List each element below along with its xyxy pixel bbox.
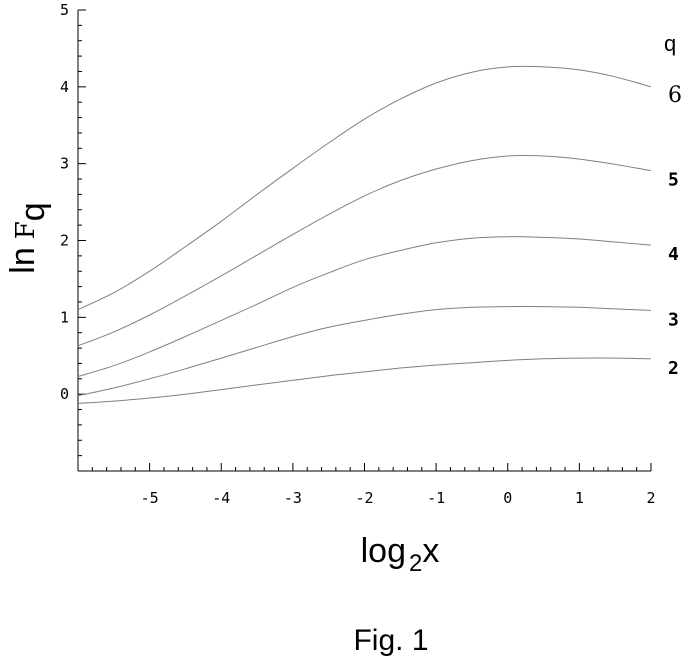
series-line-q2 (77, 357, 652, 404)
x-tick-label: -2 (355, 489, 373, 507)
y-axis-title-ln: ln (4, 247, 42, 273)
y-axis-title: ln Fq (4, 202, 52, 273)
series-label-q5: 5 (668, 170, 679, 191)
x-tick-label: 0 (503, 489, 512, 507)
y-axis-title-F: F (11, 221, 41, 239)
series-line-q5 (77, 155, 652, 347)
y-tick-label: 2 (60, 232, 69, 250)
y-axis-title-sub: q (14, 202, 52, 221)
series-line-q4 (77, 236, 652, 377)
x-axis-title-log: log (361, 532, 406, 570)
x-tick-label: 1 (575, 489, 584, 507)
tick-labels: -5 -4 -3 -2 -1 0 1 2 0 1 2 3 4 5 (60, 1, 656, 507)
series-label-q4: 4 (668, 244, 679, 265)
figure-caption: Fig. 1 (353, 624, 428, 656)
y-tick-label: 4 (60, 78, 69, 96)
y-tick-label: 5 (60, 1, 69, 19)
series-label-q6: 6 (668, 83, 682, 108)
x-axis-title: log 2x (361, 532, 440, 577)
x-tick-label: 2 (646, 489, 655, 507)
axes (77, 9, 652, 472)
series-line-q3 (77, 305, 652, 397)
series-label-q3: 3 (668, 309, 679, 330)
y-tick-label: 3 (60, 155, 69, 173)
y-tick-label: 0 (60, 385, 69, 403)
series-label-q2: 2 (668, 358, 679, 379)
series-lines (77, 65, 652, 404)
y-tick-label: 1 (60, 308, 69, 326)
x-tick-label: -3 (284, 489, 302, 507)
x-tick-label: -4 (212, 489, 230, 507)
x-axis-title-sub: 2 (409, 550, 422, 577)
series-line-q6 (77, 65, 652, 311)
x-tick-label: -5 (141, 489, 159, 507)
svg-text:lnFq: ln Fq (4, 202, 52, 273)
x-axis-title-var: x (422, 532, 439, 570)
x-tick-label: -1 (427, 489, 445, 507)
legend-header: q (664, 31, 676, 56)
series-labels: 2 3 4 5 6 (668, 83, 682, 379)
